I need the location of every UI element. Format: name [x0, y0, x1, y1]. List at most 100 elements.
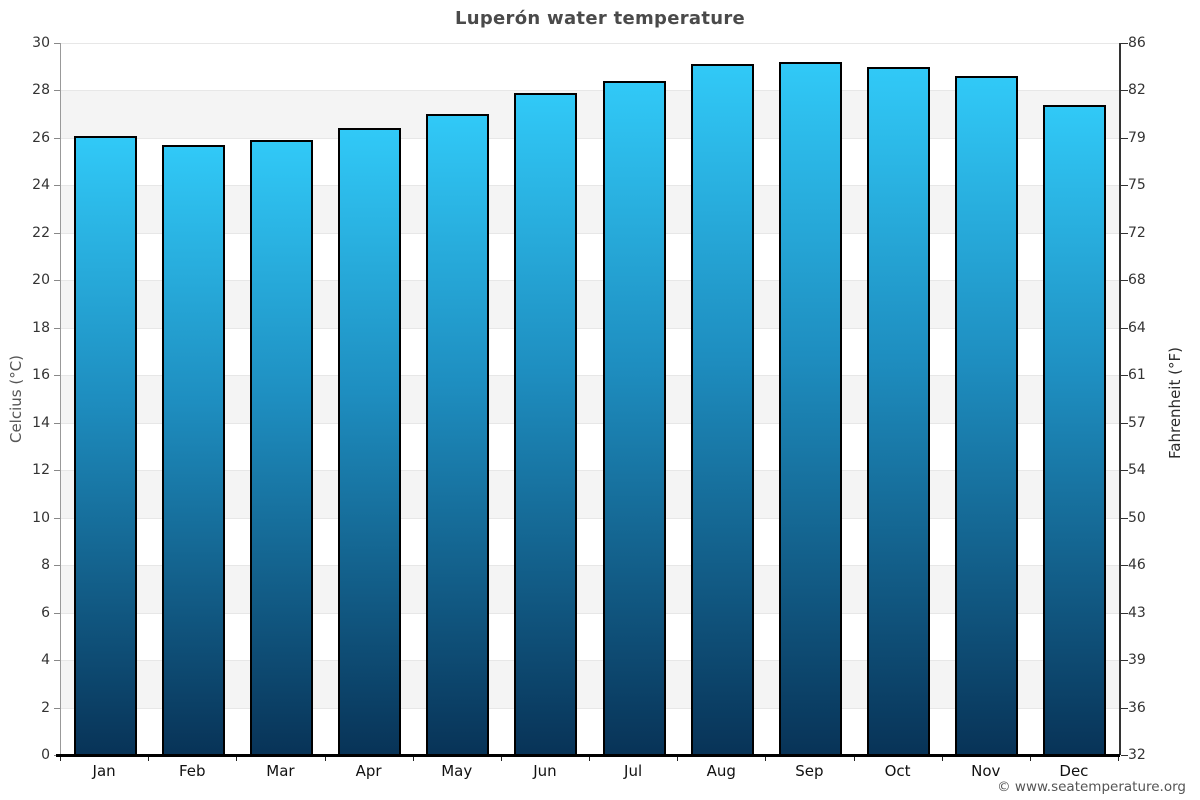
- grid-band: [61, 375, 1119, 423]
- bar-may: [426, 114, 490, 755]
- bar-dec: [1043, 104, 1107, 755]
- month-label-dec: Dec: [1059, 762, 1089, 780]
- celsius-tick-label: 20: [32, 272, 50, 289]
- x-axis-tick-mark: [148, 757, 150, 761]
- fahrenheit-tick-mark: [1121, 707, 1128, 709]
- celsius-tick-mark: [54, 232, 60, 234]
- month-label-aug: Aug: [706, 762, 736, 780]
- fahrenheit-tick-label: 57: [1128, 414, 1146, 431]
- grid-band: [61, 422, 1119, 471]
- fahrenheit-tick-label: 61: [1128, 367, 1146, 384]
- fahrenheit-tick-label: 82: [1128, 82, 1146, 99]
- bar-jul: [602, 80, 666, 755]
- celsius-tick-label: 2: [41, 699, 50, 716]
- fahrenheit-tick-mark: [1121, 280, 1128, 282]
- x-axis-tick-mark: [677, 757, 679, 761]
- fahrenheit-tick-label: 75: [1128, 177, 1146, 194]
- x-axis-tick-mark: [1029, 757, 1031, 761]
- x-axis-tick-mark: [1118, 757, 1119, 761]
- fahrenheit-tick-mark: [1121, 612, 1128, 614]
- plot-area: [54, 43, 1128, 756]
- fahrenheit-tick-label: 64: [1128, 319, 1146, 336]
- fahrenheit-tick-mark: [1121, 43, 1128, 44]
- celsius-tick-mark: [54, 327, 60, 329]
- celsius-tick-label: 24: [32, 177, 50, 194]
- bar-jun: [514, 92, 578, 755]
- x-axis-tick-mark: [941, 757, 943, 761]
- month-label-may: May: [441, 762, 473, 780]
- grid-band: [61, 90, 1119, 138]
- bar-mar: [249, 140, 313, 755]
- fahrenheit-tick-label: 68: [1128, 272, 1146, 289]
- fahrenheit-tick-mark: [1121, 232, 1128, 234]
- grid-band: [61, 565, 1119, 613]
- grid-band: [61, 517, 1119, 566]
- fahrenheit-tick-label: 54: [1128, 462, 1146, 479]
- attribution-text: © www.seatemperature.org: [997, 779, 1186, 795]
- celsius-tick-mark: [54, 375, 60, 377]
- celsius-tick-mark: [54, 612, 60, 614]
- celsius-tick-label: 18: [32, 319, 50, 336]
- x-axis-tick-mark: [60, 757, 61, 761]
- bar-nov: [955, 76, 1019, 755]
- bar-sep: [778, 62, 842, 755]
- fahrenheit-tick-mark: [1121, 470, 1128, 472]
- x-axis-tick-mark: [324, 757, 326, 761]
- grid-band: [61, 327, 1119, 376]
- celsius-tick-label: 14: [32, 414, 50, 431]
- celsius-tick-mark: [54, 280, 60, 282]
- fahrenheit-tick-mark: [1121, 565, 1128, 567]
- celsius-tick-mark: [54, 43, 60, 44]
- month-label-nov: Nov: [971, 762, 1001, 780]
- fahrenheit-axis-title: Fahrenheit (°F): [1166, 347, 1184, 459]
- fahrenheit-tick-mark: [1121, 375, 1128, 377]
- celsius-tick-mark: [54, 470, 60, 472]
- grid-band: [61, 707, 1119, 755]
- celsius-tick-mark: [54, 707, 60, 709]
- bar-apr: [338, 128, 402, 755]
- fahrenheit-tick-label: 72: [1128, 224, 1146, 241]
- fahrenheit-tick-label: 50: [1128, 509, 1146, 526]
- grid-band: [61, 280, 1119, 328]
- celsius-tick-mark: [54, 90, 60, 92]
- bar-feb: [161, 145, 225, 755]
- grid-band: [61, 43, 1119, 91]
- x-axis-tick-mark: [589, 757, 590, 761]
- celsius-tick-mark: [54, 185, 60, 187]
- month-label-jul: Jul: [624, 762, 643, 780]
- x-axis-tick-mark: [236, 757, 238, 761]
- month-label-mar: Mar: [266, 762, 295, 780]
- celsius-tick-label: 28: [32, 82, 50, 99]
- celsius-tick-label: 6: [41, 604, 50, 621]
- fahrenheit-tick-mark: [1121, 422, 1128, 424]
- x-axis-tick-mark: [500, 757, 502, 761]
- celsius-tick-label: 10: [32, 509, 50, 526]
- fahrenheit-tick-label: 36: [1128, 699, 1146, 716]
- grid-band: [61, 612, 1119, 661]
- fahrenheit-tick-label: 46: [1128, 557, 1146, 574]
- fahrenheit-tick-mark: [1121, 755, 1128, 756]
- fahrenheit-tick-label: 86: [1128, 35, 1146, 51]
- celsius-tick-label: 16: [32, 367, 50, 384]
- fahrenheit-tick-label: 43: [1128, 604, 1146, 621]
- month-label-feb: Feb: [178, 762, 206, 780]
- bar-aug: [690, 64, 754, 755]
- x-axis-line: [56, 754, 1120, 757]
- celsius-tick-label: 22: [32, 224, 50, 241]
- celsius-tick-label: 8: [41, 557, 50, 574]
- celsius-tick-mark: [54, 565, 60, 567]
- fahrenheit-tick-mark: [1121, 327, 1128, 329]
- fahrenheit-tick-mark: [1121, 185, 1128, 187]
- fahrenheit-tick-label: 79: [1128, 129, 1146, 146]
- celsius-tick-mark: [54, 517, 60, 519]
- fahrenheit-tick-mark: [1121, 137, 1128, 139]
- celsius-tick-label: 12: [32, 462, 50, 479]
- celsius-tick-label: 26: [32, 129, 50, 146]
- chart-title: Luperón water temperature: [454, 8, 746, 29]
- grid-band: [61, 470, 1119, 518]
- celsius-tick-label: 4: [41, 652, 50, 669]
- month-label-oct: Oct: [884, 762, 911, 780]
- month-label-sep: Sep: [795, 762, 824, 780]
- x-axis-tick-mark: [765, 757, 767, 761]
- x-axis-tick-mark: [853, 757, 855, 761]
